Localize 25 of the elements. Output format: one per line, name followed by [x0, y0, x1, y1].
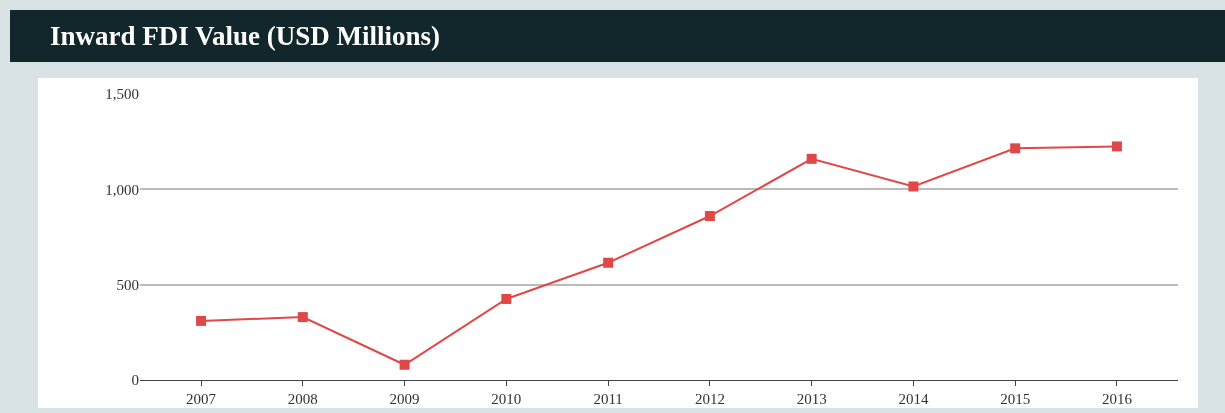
y-tick-label: 500 — [116, 276, 139, 293]
point — [603, 257, 614, 268]
x-tick-label: 2016 — [1101, 391, 1133, 407]
point — [704, 211, 715, 222]
point — [908, 181, 919, 192]
x-tick-label: 2010 — [491, 391, 522, 407]
chart-title: Inward FDI Value (USD Millions) — [10, 10, 1225, 62]
point — [196, 315, 207, 326]
point — [399, 359, 410, 370]
x-tick-label: 2007 — [186, 391, 217, 407]
x-tick-label: 2008 — [287, 391, 318, 407]
x-tick-label: 2009 — [389, 391, 420, 407]
x-tick-label: 2011 — [593, 391, 623, 407]
point — [501, 293, 512, 304]
point — [1010, 143, 1021, 154]
y-tick-label: 1,000 — [105, 181, 139, 198]
x-tick-label: 2014 — [898, 391, 929, 407]
x-tick-label: 2015 — [1000, 391, 1031, 407]
point — [297, 312, 308, 323]
point — [806, 153, 817, 164]
y-tick-label: 1,500 — [105, 86, 139, 103]
y-tick-label: 0 — [131, 372, 139, 389]
x-tick-label: 2013 — [796, 391, 827, 407]
point — [1111, 141, 1122, 152]
x-tick-label: 2012 — [694, 391, 725, 407]
